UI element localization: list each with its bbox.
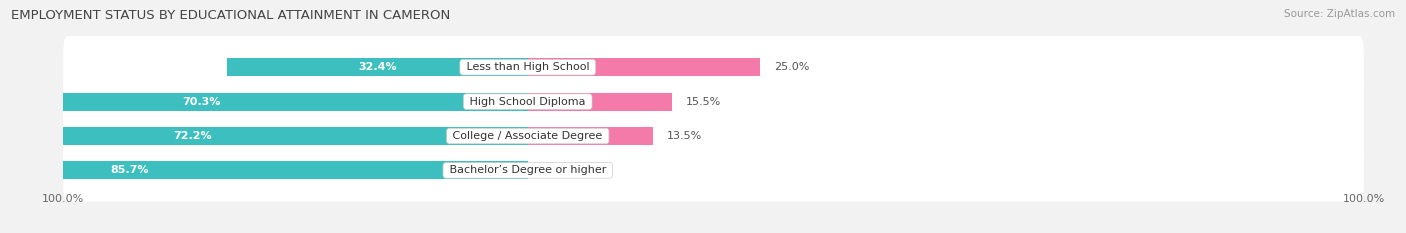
- Text: 13.5%: 13.5%: [666, 131, 703, 141]
- Bar: [527, 93, 672, 111]
- Text: 15.5%: 15.5%: [686, 97, 721, 107]
- Bar: [527, 127, 654, 145]
- FancyBboxPatch shape: [63, 70, 1364, 133]
- Text: College / Associate Degree: College / Associate Degree: [450, 131, 606, 141]
- Text: Bachelor’s Degree or higher: Bachelor’s Degree or higher: [446, 165, 610, 175]
- Bar: [0, 127, 527, 145]
- Bar: [0, 161, 527, 179]
- Text: High School Diploma: High School Diploma: [467, 97, 589, 107]
- FancyBboxPatch shape: [63, 36, 1364, 99]
- Text: 85.7%: 85.7%: [111, 165, 149, 175]
- Text: EMPLOYMENT STATUS BY EDUCATIONAL ATTAINMENT IN CAMERON: EMPLOYMENT STATUS BY EDUCATIONAL ATTAINM…: [11, 9, 450, 22]
- FancyBboxPatch shape: [63, 139, 1364, 202]
- Bar: [0, 93, 527, 111]
- Bar: [226, 58, 527, 76]
- Text: 72.2%: 72.2%: [173, 131, 212, 141]
- Text: 70.3%: 70.3%: [181, 97, 221, 107]
- Text: Source: ZipAtlas.com: Source: ZipAtlas.com: [1284, 9, 1395, 19]
- FancyBboxPatch shape: [63, 105, 1364, 167]
- Bar: [527, 58, 761, 76]
- Text: 0.0%: 0.0%: [541, 165, 569, 175]
- Text: 32.4%: 32.4%: [359, 62, 396, 72]
- Text: Less than High School: Less than High School: [463, 62, 593, 72]
- Text: 25.0%: 25.0%: [773, 62, 810, 72]
